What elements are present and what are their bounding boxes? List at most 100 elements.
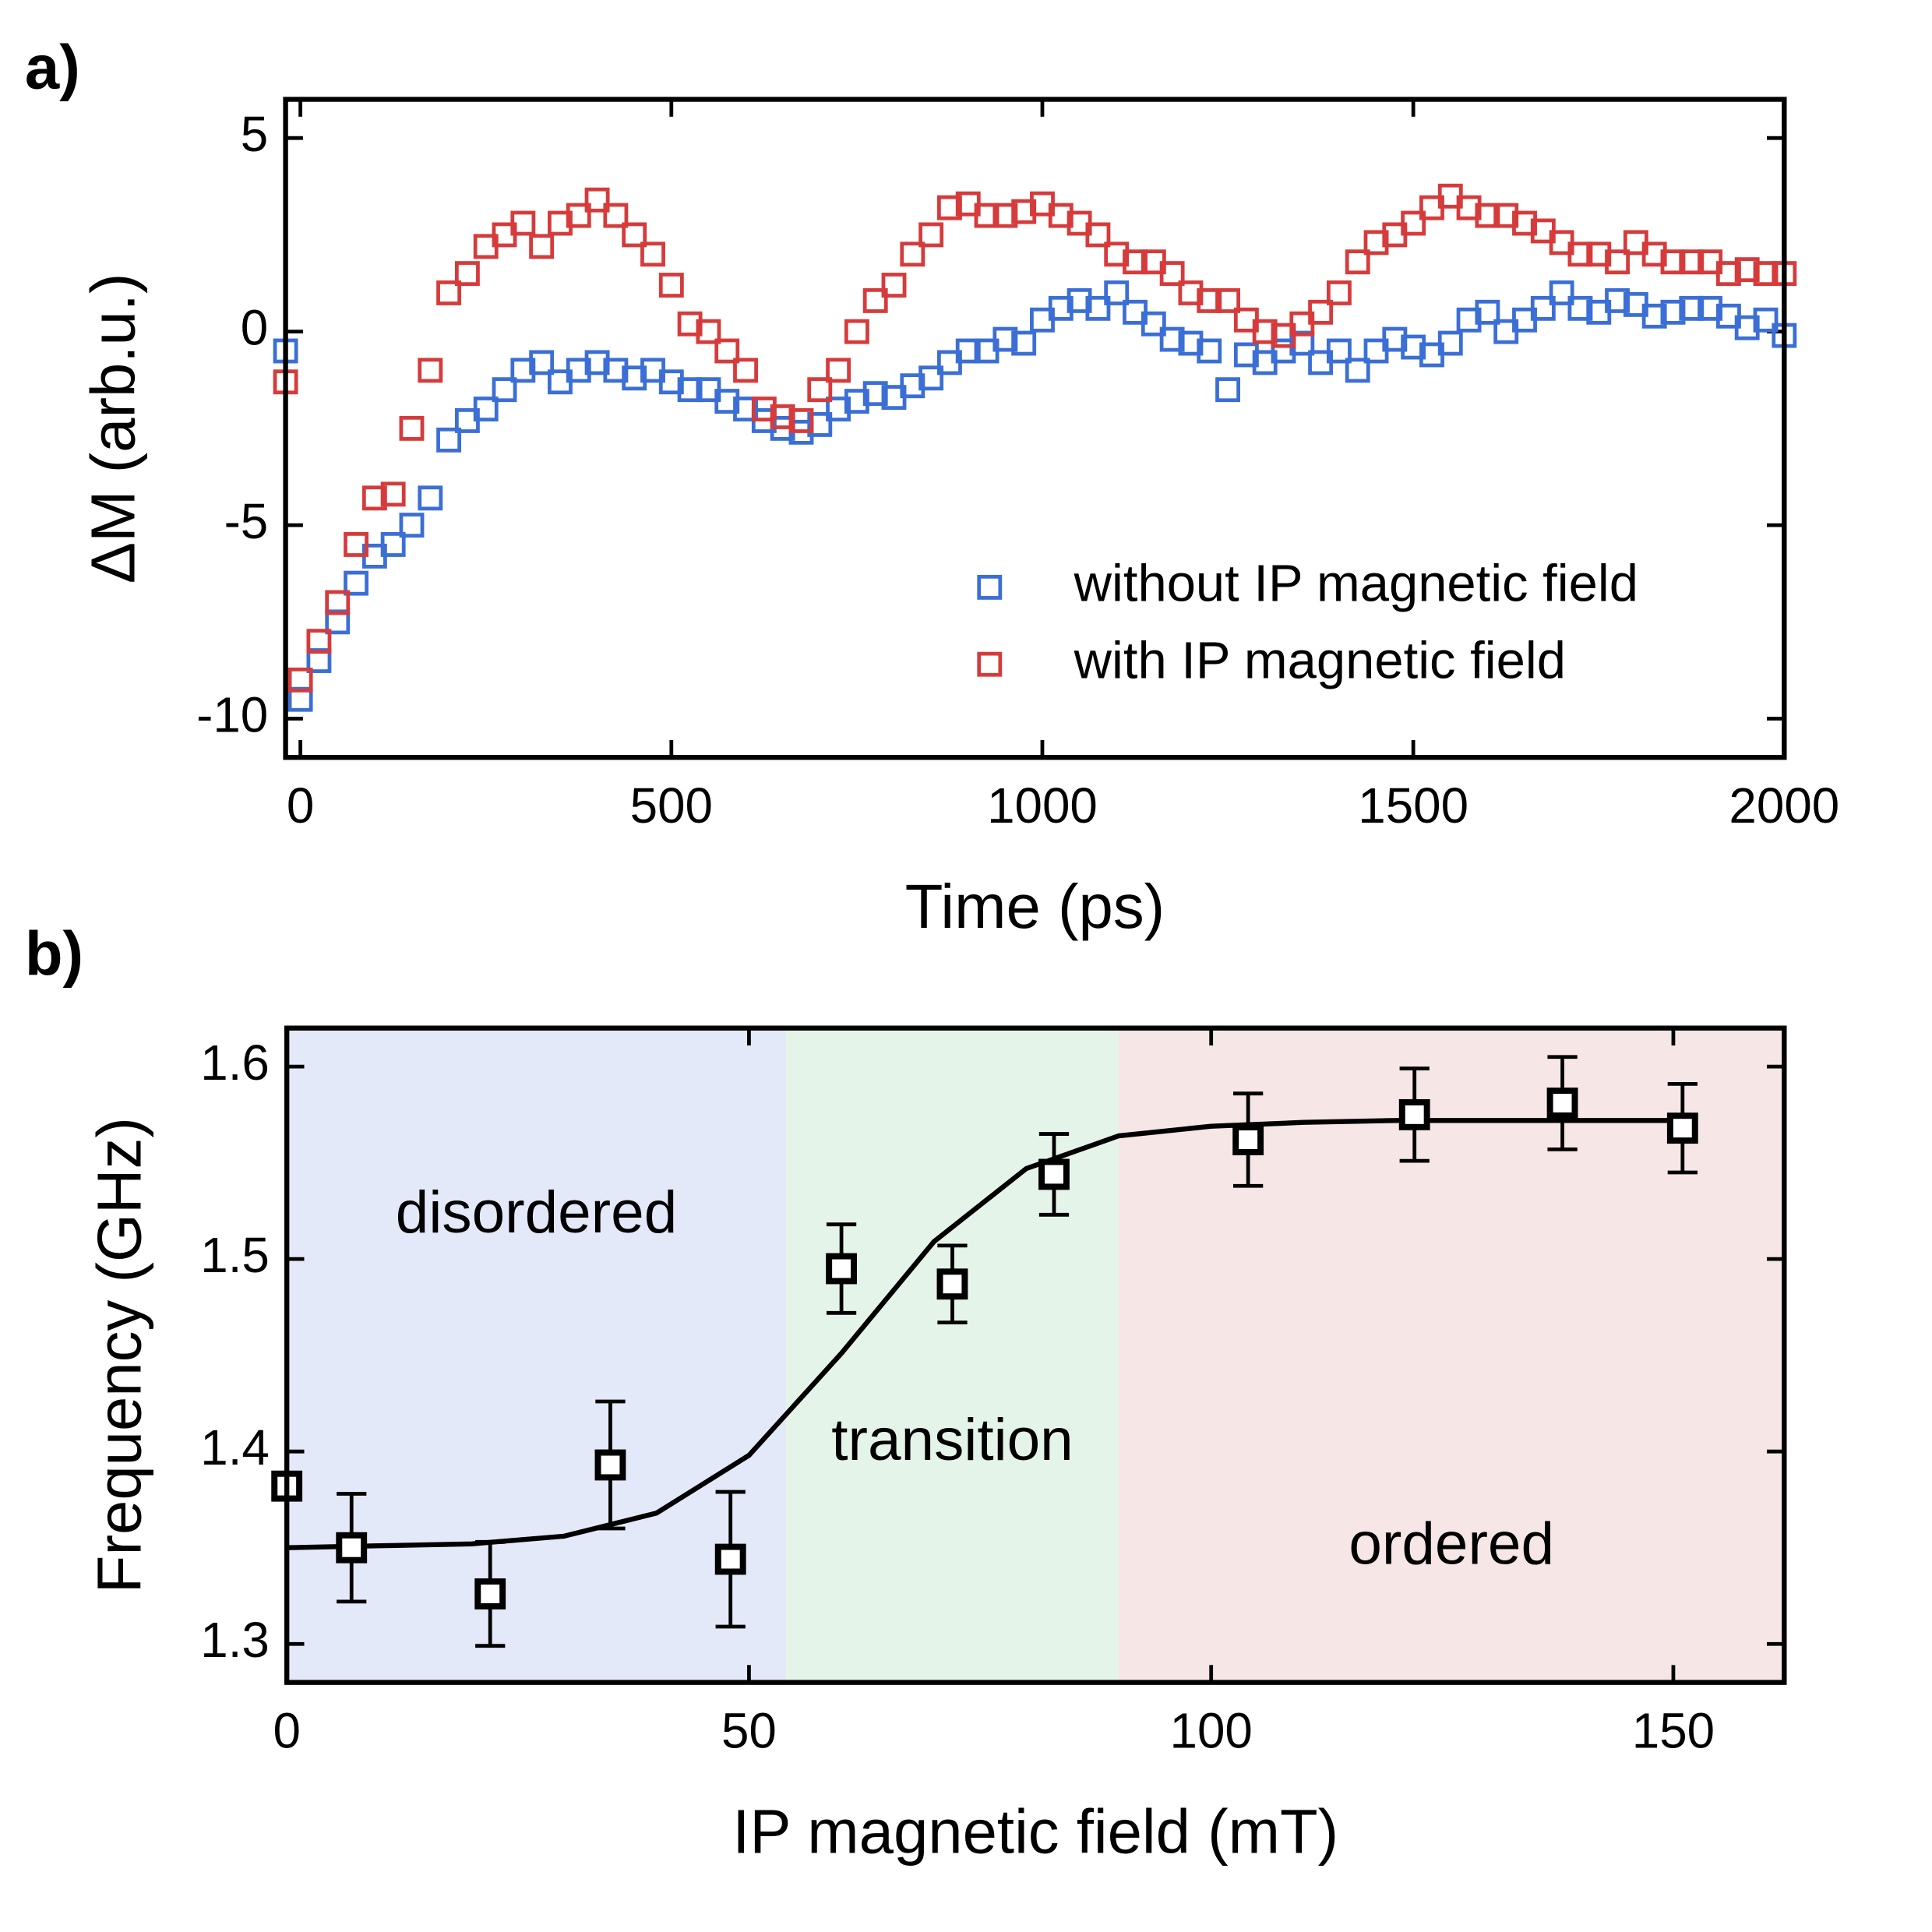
marker bbox=[584, 187, 610, 213]
marker bbox=[1382, 326, 1408, 352]
region-label: disordered bbox=[396, 1179, 677, 1246]
marker bbox=[399, 513, 425, 538]
y-tick-label: 1.3 bbox=[200, 1612, 270, 1668]
marker bbox=[1232, 1124, 1264, 1155]
marker bbox=[1549, 280, 1574, 305]
legend-label: without IP magnetic field bbox=[1074, 555, 1638, 613]
marker bbox=[325, 590, 351, 615]
marker bbox=[529, 350, 555, 375]
marker bbox=[529, 234, 555, 259]
marker bbox=[658, 369, 684, 395]
marker bbox=[1038, 1158, 1070, 1190]
marker bbox=[807, 377, 833, 403]
x-tick-label: 50 bbox=[721, 1702, 777, 1758]
marker bbox=[992, 203, 1018, 228]
marker bbox=[1197, 287, 1222, 313]
marker bbox=[1512, 210, 1537, 236]
marker bbox=[955, 338, 981, 364]
marker bbox=[566, 203, 591, 228]
panel-label: b) bbox=[25, 918, 83, 988]
marker bbox=[1641, 303, 1667, 329]
marker bbox=[1753, 307, 1779, 333]
marker bbox=[1456, 307, 1482, 333]
marker bbox=[1363, 230, 1389, 256]
marker bbox=[640, 242, 665, 267]
marker bbox=[1605, 249, 1630, 275]
marker bbox=[492, 377, 517, 403]
legend-marker bbox=[977, 574, 1003, 600]
marker bbox=[1252, 319, 1278, 344]
marker bbox=[1085, 295, 1111, 321]
panel-label: a) bbox=[25, 32, 80, 101]
marker bbox=[658, 273, 684, 298]
series bbox=[273, 183, 1797, 693]
marker bbox=[1398, 1098, 1430, 1130]
marker bbox=[1401, 210, 1426, 236]
marker bbox=[584, 350, 610, 375]
marker bbox=[622, 222, 647, 248]
marker bbox=[418, 485, 443, 511]
marker bbox=[1679, 295, 1705, 321]
marker bbox=[399, 415, 425, 441]
marker bbox=[1698, 295, 1723, 321]
marker bbox=[936, 195, 962, 220]
marker bbox=[1197, 338, 1222, 364]
marker bbox=[1233, 342, 1259, 368]
legend-label: with IP magnetic field bbox=[1074, 631, 1566, 689]
marker bbox=[1048, 203, 1074, 228]
marker bbox=[900, 242, 925, 267]
marker bbox=[1123, 249, 1148, 275]
marker bbox=[826, 397, 851, 421]
marker bbox=[1308, 299, 1334, 325]
marker bbox=[1666, 1112, 1698, 1144]
marker bbox=[1401, 334, 1426, 360]
y-tick-label: 1.5 bbox=[200, 1227, 270, 1283]
marker bbox=[1641, 242, 1667, 267]
marker bbox=[1011, 330, 1037, 356]
marker bbox=[1605, 287, 1630, 313]
x-axis-title: Time (ps) bbox=[905, 872, 1165, 941]
marker bbox=[287, 667, 313, 693]
marker bbox=[380, 532, 406, 557]
marker bbox=[1456, 195, 1482, 220]
marker bbox=[418, 358, 443, 383]
marker bbox=[436, 280, 462, 305]
marker bbox=[1660, 249, 1686, 275]
marker bbox=[1567, 295, 1593, 321]
x-tick-label: 2000 bbox=[1729, 777, 1839, 834]
y-tick-label: -10 bbox=[196, 686, 268, 742]
series bbox=[273, 280, 1797, 712]
marker bbox=[1715, 261, 1741, 287]
marker bbox=[770, 404, 795, 429]
marker bbox=[1530, 295, 1556, 321]
marker bbox=[510, 210, 536, 236]
marker bbox=[1104, 242, 1130, 267]
marker bbox=[844, 319, 869, 344]
x-tick-label: 0 bbox=[273, 1702, 300, 1758]
marker bbox=[826, 358, 851, 383]
marker bbox=[881, 273, 907, 298]
marker bbox=[474, 1578, 506, 1609]
marker bbox=[1048, 295, 1074, 321]
marker bbox=[677, 377, 703, 403]
region bbox=[785, 1028, 1119, 1683]
marker bbox=[936, 1268, 968, 1300]
marker bbox=[844, 389, 869, 414]
y-tick-label: -5 bbox=[224, 493, 269, 549]
marker bbox=[1475, 299, 1500, 325]
marker bbox=[1586, 242, 1612, 267]
marker bbox=[622, 365, 647, 391]
marker bbox=[974, 203, 999, 228]
marker bbox=[510, 358, 536, 383]
y-axis-title: ΔM (arb.u.) bbox=[78, 273, 147, 584]
marker bbox=[714, 389, 740, 414]
marker bbox=[1493, 203, 1519, 228]
marker bbox=[1753, 261, 1779, 287]
marker bbox=[1215, 377, 1241, 403]
region-label: ordered bbox=[1349, 1511, 1554, 1578]
marker bbox=[344, 570, 368, 596]
marker bbox=[1141, 311, 1166, 337]
y-axis-title: Frequency (GHz) bbox=[84, 1117, 153, 1593]
marker bbox=[1011, 199, 1037, 224]
